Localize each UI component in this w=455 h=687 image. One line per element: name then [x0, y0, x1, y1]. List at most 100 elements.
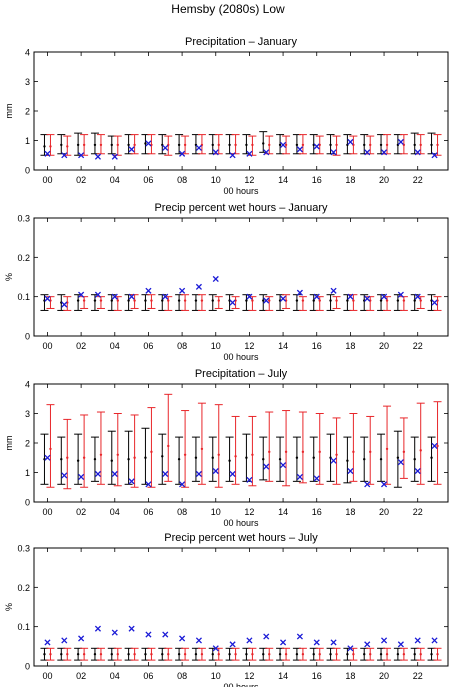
mean-dot-black [245, 653, 248, 656]
observed-cross-stroke [397, 459, 404, 466]
observed-cross-stroke [414, 637, 421, 644]
observed-point [44, 639, 51, 646]
mean-dot-black [110, 299, 113, 302]
observed-cross-stroke [78, 291, 85, 298]
observed-cross-stroke [380, 293, 388, 300]
mean-dot-red [133, 143, 136, 147]
observed-point [44, 295, 51, 302]
observed-cross-stroke [162, 293, 169, 300]
plot-area [33, 51, 449, 171]
mean-dot-red [200, 653, 204, 656]
mean-dot-black [93, 299, 97, 302]
mean-dot-red [251, 143, 254, 147]
observed-point [431, 637, 438, 644]
x-tick-label: 04 [110, 507, 120, 517]
observed-cross-stroke [296, 473, 303, 480]
x-axis-label: 00 hours [223, 518, 259, 528]
observed-cross-stroke [296, 289, 303, 296]
observed-point [162, 293, 169, 300]
mean-dot-red [419, 299, 422, 302]
mean-dot-black [379, 653, 383, 656]
mean-dot-black [93, 458, 97, 461]
observed-cross-stroke [229, 152, 236, 159]
observed-point [128, 478, 135, 485]
observed-point [94, 470, 102, 478]
x-tick-label: 08 [177, 671, 187, 681]
x-tick-label: 04 [110, 671, 120, 681]
observed-cross-stroke [44, 150, 51, 157]
observed-cross-stroke [313, 293, 320, 300]
observed-cross-stroke [431, 152, 438, 159]
observed-cross-stroke [263, 463, 270, 470]
observed-cross-stroke [397, 641, 404, 648]
mean-dot-black [144, 142, 147, 145]
mean-dot-red [335, 143, 338, 147]
x-tick-label: 18 [345, 341, 355, 351]
observed-cross-stroke [195, 283, 202, 290]
observed-cross-stroke [128, 478, 135, 485]
mean-dot-red [419, 653, 422, 656]
observed-cross-stroke [179, 287, 186, 294]
mean-dot-red [200, 299, 204, 302]
observed-cross-stroke [162, 144, 169, 151]
mean-dot-black [413, 143, 416, 147]
observed-point [179, 635, 186, 642]
observed-cross-stroke [61, 301, 68, 308]
x-tick-label: 08 [177, 341, 187, 351]
observed-point [364, 481, 371, 488]
observed-point [162, 631, 169, 638]
observed-cross-stroke [380, 481, 388, 488]
mean-dot-black [363, 653, 366, 656]
mean-dot-red [251, 299, 254, 302]
y-axis-label: mm [4, 436, 14, 451]
y-tick-label: 0.1 [17, 292, 30, 302]
observed-point [380, 149, 388, 156]
observed-cross-stroke [330, 457, 337, 464]
x-tick-label: 22 [413, 341, 423, 351]
mean-dot-red [284, 450, 288, 454]
x-tick-label: 14 [278, 507, 288, 517]
x-tick-label: 14 [278, 175, 288, 185]
mean-dot-black [110, 459, 113, 462]
observed-cross-stroke [414, 293, 421, 300]
observed-point [94, 625, 102, 632]
mean-dot-red [268, 653, 271, 656]
observed-cross-stroke [179, 635, 186, 642]
mean-dot-red [318, 653, 321, 656]
x-tick-label: 20 [379, 175, 389, 185]
observed-cross-stroke [78, 473, 85, 480]
mean-dot-black [110, 653, 113, 656]
observed-point [296, 633, 303, 640]
mean-dot-black [76, 653, 80, 656]
mean-dot-black [144, 653, 147, 656]
observed-point [414, 637, 421, 644]
mean-dot-black [194, 456, 198, 459]
observed-point [145, 631, 152, 638]
observed-point [380, 481, 388, 488]
observed-cross-stroke [246, 637, 253, 644]
observed-point [380, 637, 388, 644]
x-tick-label: 14 [278, 341, 288, 351]
mean-dot-black [177, 458, 181, 461]
observed-point [195, 283, 202, 290]
mean-dot-red [150, 653, 153, 656]
x-axis-label: 00 hours [223, 682, 259, 687]
mean-dot-black [127, 143, 130, 147]
mean-dot-black [295, 299, 299, 302]
y-tick-label: 0 [25, 166, 30, 176]
observed-cross-stroke [128, 625, 135, 632]
y-tick-label: 2 [25, 439, 30, 449]
observed-cross-stroke [212, 467, 219, 475]
observed-cross-stroke [195, 637, 202, 644]
observed-point [414, 467, 421, 475]
observed-cross-stroke [61, 152, 68, 159]
observed-cross-stroke [229, 641, 236, 648]
observed-cross-stroke [246, 476, 253, 483]
observed-point [330, 457, 337, 464]
observed-cross-stroke [364, 149, 371, 156]
mean-dot-red [82, 143, 86, 147]
mean-dot-black [76, 459, 80, 462]
observed-cross-stroke [145, 481, 152, 488]
observed-point [78, 291, 85, 298]
mean-dot-red [167, 653, 170, 656]
